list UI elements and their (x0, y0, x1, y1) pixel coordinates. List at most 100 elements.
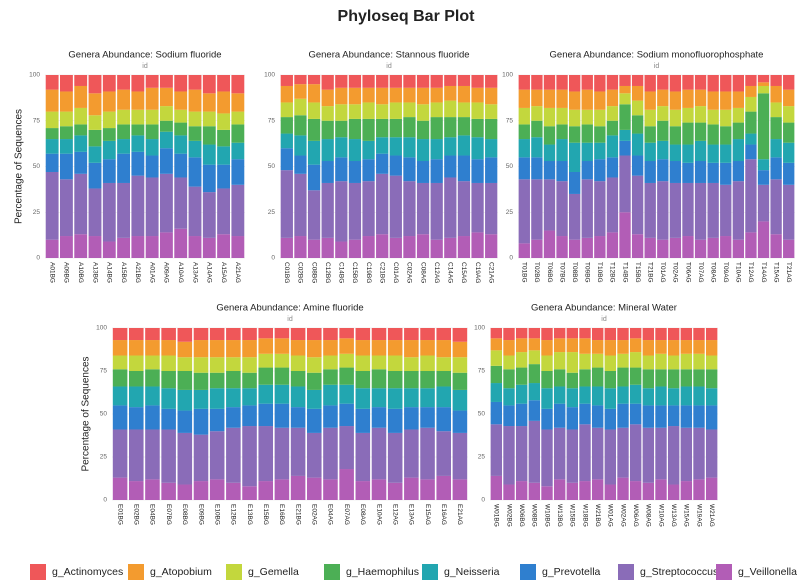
bar-segment (518, 139, 530, 158)
bar-segment (606, 232, 619, 258)
bar-segment (783, 142, 795, 163)
bar-segment (306, 357, 322, 373)
bar-segment (307, 164, 321, 191)
bar-segment (131, 91, 145, 110)
bar-segment (566, 328, 579, 339)
bar-segment (631, 85, 644, 101)
bar-segment (362, 87, 375, 103)
bar-segment (720, 144, 732, 163)
bar-segment (783, 106, 795, 123)
bar-segment (642, 405, 655, 428)
bar-segment (387, 432, 403, 483)
y-tick-label: 50 (506, 163, 514, 170)
bar-segment (348, 87, 362, 105)
x-tick-label: C12AG (433, 262, 440, 283)
bar-segment (387, 408, 403, 433)
bar-segment (682, 182, 694, 237)
bar-segment (160, 120, 173, 132)
bar-segment (531, 89, 543, 107)
bar-segment (348, 75, 362, 88)
bar-segment (581, 179, 593, 238)
bar-segment (568, 171, 581, 194)
bar-segment (74, 151, 88, 174)
bar-segment (619, 140, 631, 156)
legend-label: g_Actinomyces (52, 566, 123, 578)
bar-segment (770, 117, 782, 140)
bar-segment (231, 184, 245, 237)
bar-segment (680, 328, 693, 341)
bar-segment (202, 144, 216, 165)
bar-segment (541, 340, 553, 356)
bar-segment (177, 484, 193, 500)
x-tick-label: E04BG (149, 504, 156, 525)
x-tick-label: T21BG (646, 262, 653, 283)
bar-segment (604, 429, 617, 485)
bar-segment (145, 328, 160, 341)
bar-segment (566, 388, 579, 408)
bar-segment (518, 75, 530, 90)
bar-segment (543, 107, 556, 127)
bar-segment (202, 192, 216, 238)
bar-segment (131, 175, 145, 237)
bar-segment (581, 89, 593, 110)
y-tick-label: 0 (481, 497, 485, 504)
bar-segment (131, 236, 145, 258)
bar-segment (403, 181, 416, 237)
bar-segment (579, 338, 591, 354)
bar-segment (355, 355, 371, 371)
bar-segment (128, 328, 144, 341)
bar-segment (88, 162, 102, 189)
bar-segment (655, 328, 667, 341)
bar-segment (45, 89, 59, 112)
panel-title: Genera Abundance: Stannous fluoride (308, 50, 469, 61)
bar-segment (770, 139, 782, 158)
bar-segment (642, 388, 655, 406)
bar-segment (128, 386, 144, 408)
bar-segment (339, 384, 354, 404)
bar-segment (335, 137, 348, 158)
bar-segment (209, 408, 225, 432)
bar-segment (274, 367, 290, 385)
panel-title: Genera Abundance: Sodium fluoride (68, 50, 221, 61)
bar-segment (217, 129, 230, 147)
bar-segment (490, 424, 503, 476)
x-tick-label: T08AG (709, 262, 716, 283)
bar-segment (471, 232, 484, 258)
bar-segment (258, 367, 274, 385)
bar-segment (485, 104, 498, 119)
bar-segment (294, 155, 307, 174)
bar-segment (258, 426, 274, 482)
bar-segment (177, 389, 193, 411)
bar-segment (556, 75, 568, 90)
x-tick-label: W13AG (670, 504, 677, 527)
bar-segment (323, 384, 338, 406)
bar-segment (74, 135, 88, 152)
bar-segment (720, 162, 732, 185)
x-tick-label: W01BG (493, 504, 500, 527)
bar-segment (280, 117, 293, 134)
bar-segment (294, 173, 307, 237)
bar-segment (217, 146, 230, 165)
x-tick-label: T01BG (521, 262, 528, 283)
bar-segment (161, 429, 176, 483)
bar-segment (657, 159, 669, 182)
bar-segment (430, 75, 443, 88)
bar-segment (420, 328, 435, 341)
bar-segment (436, 340, 452, 358)
y-tick-label: 25 (100, 454, 108, 461)
bar-segment (128, 407, 144, 430)
bar-segment (553, 403, 566, 428)
bar-segment (174, 91, 188, 110)
bar-segment (145, 405, 160, 430)
legend-swatch (716, 564, 732, 580)
bar-segment (682, 75, 694, 90)
bar-segment (371, 407, 387, 428)
bar-segment (553, 352, 566, 370)
bar-segment (362, 181, 375, 237)
bar-segment (543, 75, 556, 90)
bar-segment (617, 386, 629, 404)
bar-segment (74, 107, 88, 125)
x-tick-label: E21BG (294, 504, 301, 525)
bar-segment (531, 75, 543, 90)
